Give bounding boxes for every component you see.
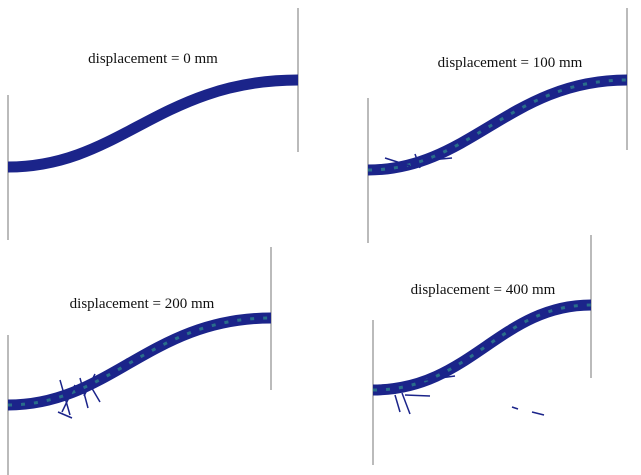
panel-label: displacement = 400 mm [411,282,556,298]
panel-label: displacement = 200 mm [70,296,215,312]
panel: displacement = 400 mm [373,235,591,465]
panel: displacement = 0 mm [8,8,298,240]
panel: displacement = 200 mm [8,247,271,475]
panel-label: displacement = 100 mm [438,55,583,71]
panel: displacement = 100 mm [368,8,627,243]
debris-piece [395,395,400,412]
panel-label: displacement = 0 mm [88,51,218,67]
beam-texture [373,305,591,390]
beam [8,318,271,405]
figure: displacement = 0 mm displacement = 100 m… [0,0,641,475]
debris-piece [512,407,518,409]
debris-piece [405,395,430,396]
debris-piece [402,393,410,414]
page: displacement = 0 mm displacement = 100 m… [0,0,641,475]
beam [368,80,627,170]
debris-piece [532,412,544,415]
beam [8,80,298,167]
